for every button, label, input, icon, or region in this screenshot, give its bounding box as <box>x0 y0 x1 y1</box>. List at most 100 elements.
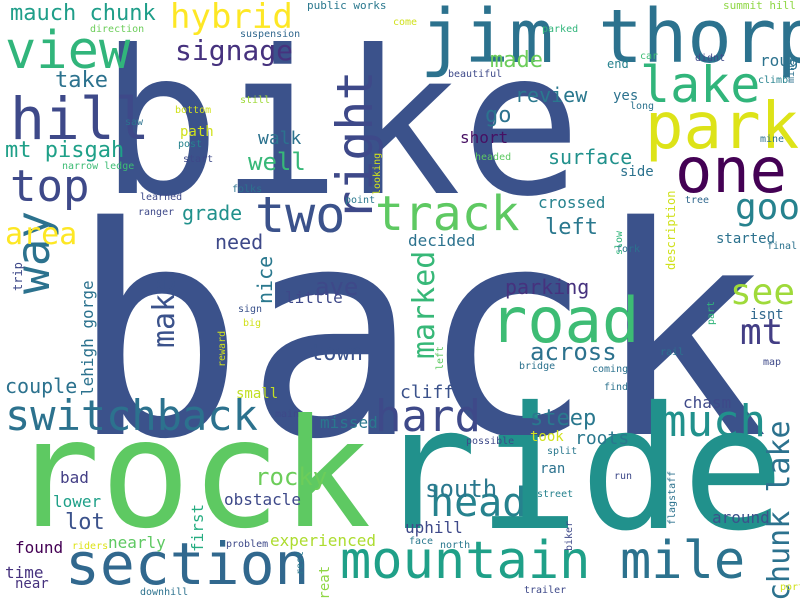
cloud-word: rock <box>10 388 372 562</box>
cloud-word: left <box>545 215 598 240</box>
cloud-word: uphill <box>405 518 463 537</box>
cloud-word: marked <box>407 250 442 359</box>
cloud-word: couple <box>5 374 78 398</box>
cloud-word: first <box>188 503 207 552</box>
cloud-word: parking <box>505 275 590 299</box>
cloud-word: ave <box>315 273 359 301</box>
cloud-word: main <box>275 409 300 420</box>
cloud-word: time <box>5 563 44 582</box>
cloud-word: still <box>240 95 271 106</box>
cloud-word: climb <box>758 75 789 86</box>
cloud-word: steep <box>530 406 597 431</box>
cloud-word: park <box>645 90 800 164</box>
cloud-word: near <box>15 576 49 592</box>
cloud-word: mile <box>620 531 746 591</box>
cloud-word: rest <box>295 550 306 575</box>
cloud-word: portion <box>780 582 800 593</box>
cloud-word: learned <box>140 192 183 203</box>
cloud-word: hybrid <box>170 0 293 37</box>
cloud-word: post <box>178 139 203 150</box>
cloud-word: roots <box>575 428 630 449</box>
cloud-word: lehigh gorge <box>78 280 97 396</box>
cloud-word: possible <box>466 436 515 447</box>
cloud-word: start <box>183 154 214 165</box>
cloud-word: ranger <box>138 207 175 218</box>
cloud-word: south <box>425 475 498 503</box>
cloud-word: surface <box>548 145 633 169</box>
cloud-word: description <box>664 190 678 270</box>
cloud-word: north <box>440 540 471 551</box>
cloud-word: direction <box>90 24 145 35</box>
cloud-word: narrow ledge <box>62 161 135 172</box>
cloud-word: left <box>435 345 446 370</box>
cloud-word: trip <box>11 262 25 291</box>
cloud-word: hill <box>10 85 150 153</box>
cloud-word: flagstaff <box>667 470 678 525</box>
cloud-word: need <box>215 230 264 254</box>
cloud-word: started <box>716 231 776 247</box>
cloud-word: decided <box>408 231 476 250</box>
cloud-word: good <box>735 187 800 228</box>
cloud-word: mauch chunk <box>10 1 156 26</box>
cloud-word: well <box>248 148 306 176</box>
cloud-word: suspension <box>240 29 301 40</box>
cloud-word: missed <box>320 413 378 432</box>
cloud-word: isnt <box>750 307 784 323</box>
cloud-word: headed <box>475 152 512 163</box>
cloud-word: head <box>430 480 527 526</box>
cloud-word: see <box>730 272 796 313</box>
cloud-word: signage <box>175 34 294 67</box>
cloud-word: lot <box>65 510 105 535</box>
cloud-word: around <box>712 508 770 527</box>
cloud-word: cliff <box>400 382 455 403</box>
cloud-word: back <box>70 166 769 503</box>
cloud-word: nearly <box>108 533 166 552</box>
cloud-word: short <box>460 128 509 147</box>
cloud-word: tree <box>685 195 710 206</box>
cloud-word: yes <box>613 88 639 104</box>
cloud-word: took <box>530 429 564 445</box>
cloud-word: come <box>393 17 418 28</box>
cloud-word: looking <box>372 152 383 195</box>
cloud-word: downhill <box>140 587 189 598</box>
cloud-word: street <box>537 489 574 500</box>
cloud-word: parked <box>542 24 579 35</box>
cloud-word: public works <box>307 0 387 12</box>
cloud-word: face <box>409 536 434 547</box>
cloud-word: found <box>15 538 64 557</box>
cloud-word: summit hill <box>723 0 796 12</box>
cloud-word: point <box>345 195 376 206</box>
cloud-word: sign <box>238 304 263 315</box>
cloud-word: side <box>620 164 654 180</box>
cloud-word: mine <box>760 134 785 145</box>
cloud-word: ran <box>540 461 566 477</box>
cloud-word: experienced <box>270 531 376 550</box>
cloud-word: mt <box>740 312 784 353</box>
cloud-word: crossed <box>538 193 606 212</box>
cloud-word: great <box>317 565 333 600</box>
cloud-word: didnt <box>695 53 726 64</box>
cloud-word: problem <box>226 539 269 550</box>
cloud-word: top <box>10 161 90 212</box>
cloud-word: trailer <box>524 585 567 596</box>
cloud-word: road <box>490 284 640 357</box>
cloud-word: big <box>243 318 262 329</box>
cloud-word: grade <box>182 201 243 225</box>
cloud-word: map <box>763 357 782 368</box>
cloud-word: lake <box>640 56 761 114</box>
cloud-word: town <box>310 341 363 366</box>
cloud-word: slow <box>614 230 625 255</box>
cloud-word: made <box>490 48 543 73</box>
cloud-word: split <box>547 446 578 457</box>
cloud-word: rail <box>660 347 685 358</box>
cloud-word: one <box>675 134 787 207</box>
cloud-word: find <box>604 382 629 393</box>
cloud-word: lower <box>53 492 102 511</box>
cloud-word: ride <box>375 371 785 569</box>
cloud-word: mt pisgah <box>5 138 125 163</box>
cloud-word: walk <box>258 128 302 149</box>
cloud-word: jim thorpe <box>420 0 800 80</box>
cloud-word: two <box>255 186 346 244</box>
cloud-word: folks <box>232 184 263 195</box>
